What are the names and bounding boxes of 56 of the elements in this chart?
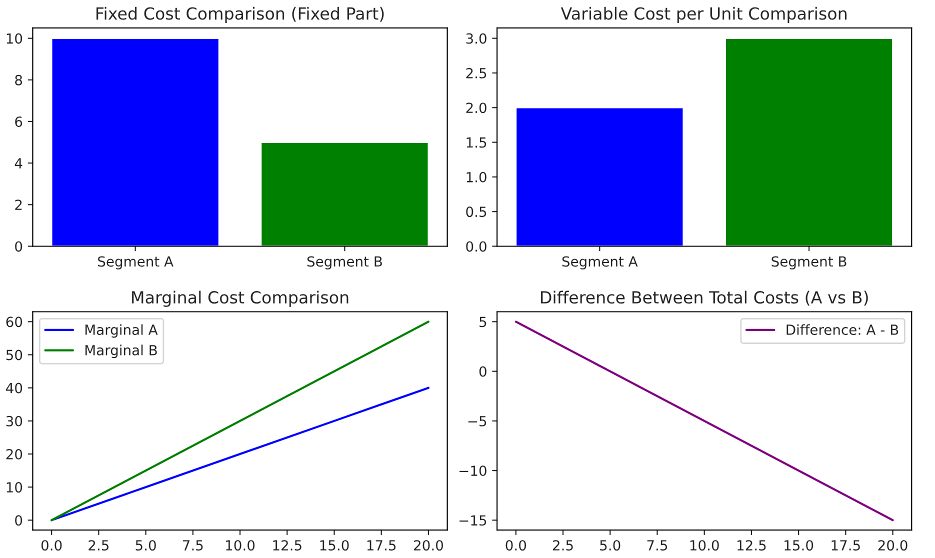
y-tick-label: 40 xyxy=(6,382,22,394)
x-tick-label: 2.5 xyxy=(552,540,573,551)
y-tick-label: 4 xyxy=(14,158,22,168)
x-tick-label: 15.0 xyxy=(784,540,814,551)
y-tick-label: 30 xyxy=(6,416,22,426)
chart-title: Marginal Cost Comparison xyxy=(132,290,348,307)
x-tick-label: 20.0 xyxy=(878,540,908,551)
y-tick-label: 10 xyxy=(6,33,22,44)
chart-title: Fixed Cost Comparison (Fixed Part) xyxy=(96,6,384,24)
y-tick-label: 0 xyxy=(15,241,22,252)
x-tick-label: 10.0 xyxy=(226,540,255,551)
y-tick-label: 10 xyxy=(6,482,22,493)
x-tick-label: 17.5 xyxy=(832,540,860,551)
x-tick-label: 20.0 xyxy=(414,540,443,551)
x-tick-label: 7.5 xyxy=(182,540,203,551)
y-tick-label: −10 xyxy=(459,466,486,476)
y-tick-label: 0.0 xyxy=(466,241,486,252)
legend-label: Difference: A - B xyxy=(786,324,898,336)
y-tick-label: 60 xyxy=(6,316,22,328)
x-tick-label: 17.5 xyxy=(367,540,396,551)
line-series xyxy=(50,320,430,522)
y-tick-label: 8 xyxy=(15,74,22,86)
y-tick-label: 1.0 xyxy=(466,172,486,182)
y-tick-label: 50 xyxy=(6,350,22,360)
x-tick-label: 12.5 xyxy=(273,540,302,551)
x-tick-label: Segment A xyxy=(562,256,638,270)
y-tick-label: 3.0 xyxy=(466,33,486,44)
y-tick-label: 0 xyxy=(479,366,486,377)
x-tick-label: 0.0 xyxy=(41,540,62,551)
chart-title: Variable Cost per Unit Comparison xyxy=(560,6,846,24)
x-tick-label: 2.5 xyxy=(88,540,109,551)
x-tick-label: 5.0 xyxy=(136,540,156,551)
legend-label: Marginal A xyxy=(85,324,158,338)
x-tick-label: 15.0 xyxy=(320,540,349,551)
y-tick-label: 6 xyxy=(15,116,22,127)
x-tick-label: Segment B xyxy=(772,256,846,270)
x-tick-label: Segment B xyxy=(307,256,382,270)
chart-title: Difference Between Total Costs (A vs B) xyxy=(541,290,868,306)
y-tick-label: −5 xyxy=(468,416,486,426)
y-tick-label: 2.0 xyxy=(466,102,486,114)
y-tick-label: −15 xyxy=(459,515,486,526)
legend-label: Marginal B xyxy=(85,344,157,358)
y-tick-label: 0.5 xyxy=(466,206,486,218)
x-tick-label: 7.5 xyxy=(647,540,668,551)
x-tick-label: 12.5 xyxy=(738,540,766,551)
y-tick-label: 0 xyxy=(15,515,22,526)
x-tick-label: 5.0 xyxy=(600,540,620,551)
y-tick-label: 5 xyxy=(480,316,486,328)
x-tick-label: 0.0 xyxy=(506,540,526,551)
y-tick-label: 2.5 xyxy=(466,68,486,78)
x-tick-label: 10.0 xyxy=(690,540,719,551)
y-tick-label: 2 xyxy=(15,200,22,210)
y-tick-label: 20 xyxy=(6,448,22,460)
y-tick-label: 1.5 xyxy=(466,137,486,148)
line-series xyxy=(50,386,430,522)
x-tick-label: Segment A xyxy=(98,256,174,270)
